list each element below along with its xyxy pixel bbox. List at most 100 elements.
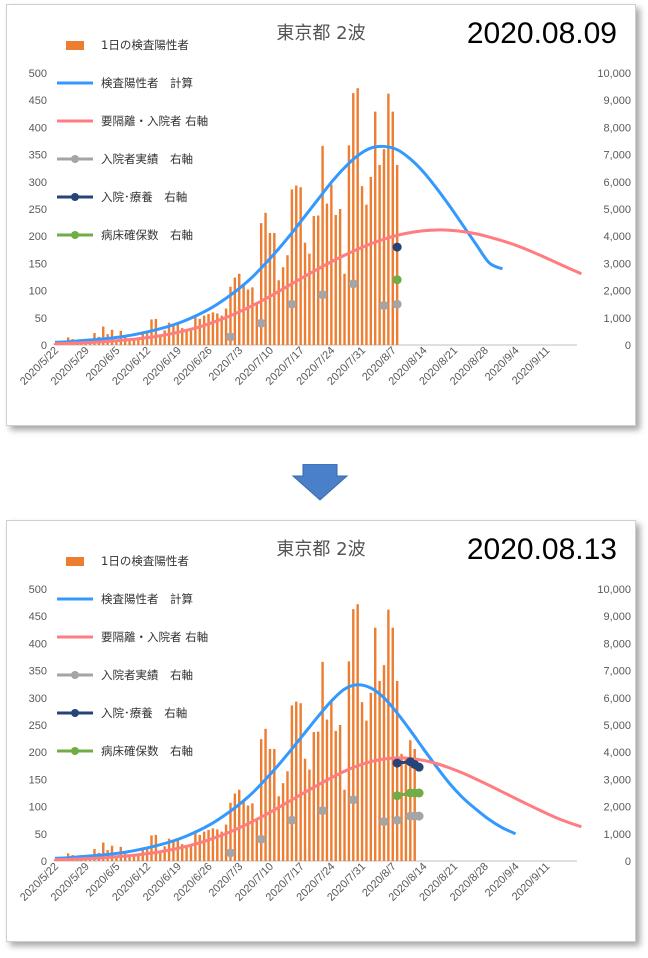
- y-left-tick-label: 300: [29, 177, 47, 189]
- y-right-tick-label: 8,000: [603, 122, 631, 134]
- bar: [378, 164, 381, 345]
- bar: [312, 732, 316, 861]
- bar: [413, 748, 416, 861]
- bar: [185, 845, 188, 861]
- y-right-tick-label: 7,000: [603, 666, 631, 678]
- y-left-tick-label: 0: [41, 340, 47, 352]
- bar: [369, 692, 373, 861]
- series-point: [392, 299, 402, 309]
- bar: [255, 820, 258, 861]
- legend-label-admitted: 入院者実績 右軸: [101, 668, 193, 682]
- y-left-tick-label: 100: [29, 802, 47, 814]
- bar: [352, 609, 355, 861]
- bar: [295, 185, 298, 345]
- bar: [321, 145, 324, 345]
- legend-label-bars: 1日の検査陽性者: [101, 554, 189, 568]
- legend-swatch-admitted: [57, 151, 93, 167]
- y-right-tick-label: 6,000: [603, 177, 631, 189]
- series-point: [318, 290, 328, 300]
- bar: [102, 842, 105, 861]
- y-left-tick-label: 0: [41, 856, 47, 868]
- bar: [312, 216, 316, 345]
- bar: [338, 209, 342, 345]
- bar: [360, 702, 364, 861]
- legend-swatch-required: [57, 113, 93, 129]
- series-point: [414, 811, 424, 821]
- bar: [308, 769, 311, 861]
- y-right-tick-label: 2,000: [603, 286, 631, 298]
- legend-swatch-calc: [57, 75, 93, 91]
- bar: [374, 111, 377, 346]
- y-right-tick-label: 1,000: [603, 313, 631, 325]
- bar: [224, 824, 228, 861]
- bar: [216, 313, 219, 345]
- bar: [330, 700, 333, 861]
- down-arrow-icon: [291, 464, 349, 501]
- series-point: [256, 318, 266, 328]
- legend-swatch-admitted: [57, 667, 93, 683]
- bar: [189, 845, 193, 861]
- y-right-tick-label: 9,000: [603, 611, 631, 623]
- y-left-tick-label: 450: [29, 611, 47, 623]
- bar: [338, 725, 342, 861]
- bar: [137, 337, 140, 345]
- bar: [216, 829, 219, 861]
- bar: [395, 164, 399, 345]
- legend-swatch-required: [57, 629, 93, 645]
- bar: [246, 805, 250, 861]
- bar: [277, 280, 280, 345]
- bar: [159, 852, 162, 861]
- bar: [325, 719, 329, 861]
- bar: [299, 703, 302, 861]
- bar: [242, 800, 245, 861]
- bar: [163, 846, 166, 861]
- y-left-tick-label: 450: [29, 95, 47, 107]
- bar: [137, 853, 140, 861]
- bar: [356, 604, 359, 861]
- bar: [268, 748, 272, 861]
- bar: [347, 145, 351, 345]
- bar: [382, 149, 386, 345]
- bar: [102, 326, 105, 345]
- y-right-tick-label: 4,000: [603, 231, 631, 243]
- bar: [378, 680, 381, 861]
- series-point: [392, 242, 402, 252]
- series-point: [348, 795, 358, 805]
- bar: [220, 315, 223, 345]
- y-right-tick-label: 0: [625, 340, 631, 352]
- bar: [53, 343, 57, 345]
- series-point: [318, 806, 328, 816]
- series-point: [414, 762, 424, 772]
- bar: [281, 783, 285, 861]
- bar: [273, 748, 276, 861]
- bar: [400, 753, 403, 861]
- bar: [154, 318, 158, 345]
- chart-svg-0813: 0 50 100 150 200 250 300 350 400 450 500 0 1,000 2,00…: [18, 584, 631, 904]
- series-line: [54, 683, 517, 860]
- bar: [202, 831, 206, 861]
- y-right-tick-label: 3,000: [603, 258, 631, 270]
- legend-swatch-hospital: [57, 189, 93, 205]
- bar: [259, 223, 263, 345]
- chart-panel-0813: 0 50 100 150 200 250 300 350 400 450 500 0 1,000 2,00…: [6, 520, 636, 942]
- bar: [115, 856, 118, 861]
- bar: [53, 859, 57, 861]
- series-point: [414, 788, 424, 798]
- bar: [391, 111, 394, 346]
- bar: [255, 304, 258, 345]
- y-left-tick-label: 500: [29, 68, 47, 80]
- bar: [172, 325, 175, 345]
- bar: [365, 204, 368, 345]
- bar: [211, 828, 215, 861]
- chart-date: 2020.08.13: [466, 533, 617, 566]
- y-right-tick-label: 10,000: [597, 584, 631, 596]
- bar: [176, 839, 180, 861]
- bar: [395, 680, 399, 861]
- bar: [343, 789, 346, 861]
- y-right-tick-label: 8,000: [603, 638, 631, 650]
- bar: [259, 739, 263, 861]
- bar: [207, 313, 210, 345]
- y-left-tick-label: 350: [29, 150, 47, 162]
- bar: [198, 834, 201, 861]
- series-point: [225, 848, 235, 858]
